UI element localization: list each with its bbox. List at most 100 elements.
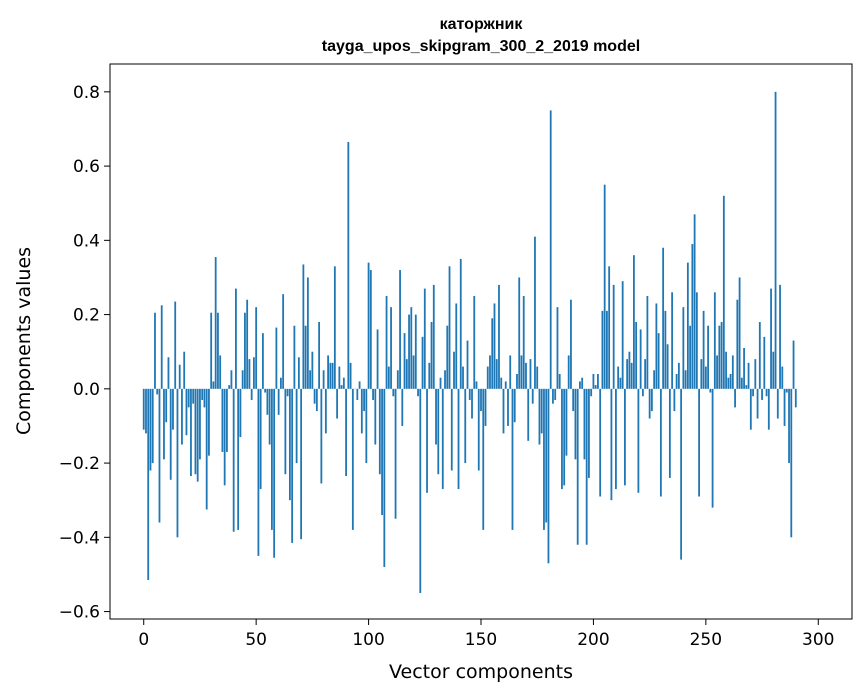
bar bbox=[779, 284, 781, 389]
bar bbox=[228, 385, 231, 389]
bar bbox=[504, 381, 507, 389]
bar bbox=[273, 388, 276, 558]
bar bbox=[268, 388, 271, 445]
bar bbox=[181, 388, 183, 445]
bar bbox=[327, 355, 329, 389]
bar bbox=[282, 294, 285, 389]
bar bbox=[367, 262, 370, 389]
bar bbox=[201, 388, 204, 400]
bar bbox=[736, 299, 739, 389]
x-axis-ticks: 0 50 100 150 200 250 300 bbox=[138, 619, 834, 650]
x-tick-label: 0 bbox=[138, 630, 149, 650]
bar bbox=[693, 214, 696, 389]
bar bbox=[383, 388, 386, 568]
bar bbox=[561, 388, 563, 490]
bar bbox=[792, 340, 795, 389]
bar bbox=[713, 292, 716, 389]
bar bbox=[695, 292, 698, 389]
bar bbox=[158, 388, 161, 523]
bar bbox=[745, 385, 748, 389]
bar bbox=[212, 381, 215, 389]
bar bbox=[322, 370, 325, 389]
bar bbox=[421, 336, 424, 389]
bar bbox=[464, 388, 467, 464]
bar bbox=[700, 359, 703, 389]
bar bbox=[761, 388, 763, 400]
bar bbox=[232, 388, 235, 532]
bar bbox=[329, 362, 332, 389]
bar bbox=[457, 388, 460, 490]
bar bbox=[585, 388, 588, 545]
bar bbox=[378, 388, 381, 475]
bar bbox=[147, 388, 150, 581]
bar bbox=[426, 388, 428, 493]
bar bbox=[444, 370, 446, 389]
bar bbox=[704, 366, 707, 389]
chart-subtitle: tayga_upos_skipgram_300_2_2019 model bbox=[322, 38, 640, 55]
bar bbox=[491, 318, 494, 389]
bar bbox=[756, 388, 759, 419]
bar bbox=[178, 364, 181, 389]
bar bbox=[641, 388, 644, 397]
bar bbox=[459, 258, 462, 389]
bar bbox=[570, 299, 572, 389]
bar bbox=[662, 247, 665, 389]
bar bbox=[291, 388, 294, 543]
bar bbox=[304, 325, 307, 389]
bar bbox=[612, 284, 615, 389]
bar bbox=[221, 388, 224, 452]
bar bbox=[788, 388, 790, 464]
bar bbox=[214, 257, 217, 389]
bar bbox=[752, 388, 754, 397]
bar bbox=[473, 296, 476, 389]
bar bbox=[689, 325, 692, 389]
bar bbox=[401, 388, 404, 426]
y-axis-label: Components values bbox=[13, 247, 35, 435]
bar bbox=[396, 370, 399, 389]
bar bbox=[187, 388, 190, 408]
bar bbox=[196, 388, 199, 482]
bar bbox=[606, 310, 608, 389]
bar bbox=[686, 262, 689, 389]
bar bbox=[774, 91, 777, 389]
bar bbox=[176, 388, 179, 538]
bar bbox=[320, 388, 323, 484]
bar bbox=[619, 377, 622, 389]
bar bbox=[363, 388, 365, 412]
bar bbox=[574, 388, 577, 460]
bar bbox=[309, 370, 312, 389]
bar bbox=[592, 373, 595, 389]
bar bbox=[554, 388, 557, 400]
bar bbox=[230, 370, 233, 389]
bar bbox=[417, 388, 419, 397]
bar bbox=[747, 362, 750, 389]
y-tick-label: 0.4 bbox=[73, 231, 100, 251]
x-tick-label: 100 bbox=[352, 630, 384, 650]
bar bbox=[531, 388, 534, 404]
bar bbox=[248, 359, 251, 389]
bar bbox=[349, 362, 352, 389]
bar bbox=[639, 329, 642, 389]
bar bbox=[174, 301, 177, 389]
bar bbox=[489, 355, 491, 389]
bar bbox=[543, 388, 545, 530]
bar bbox=[509, 355, 512, 389]
bar bbox=[520, 355, 523, 389]
bar bbox=[765, 388, 768, 397]
bar bbox=[277, 388, 280, 415]
bar bbox=[392, 388, 395, 397]
bar bbox=[403, 333, 406, 389]
bar bbox=[767, 388, 770, 430]
bar bbox=[441, 388, 444, 490]
bar bbox=[495, 359, 498, 389]
bar bbox=[300, 388, 303, 540]
bar bbox=[394, 388, 397, 519]
bar bbox=[486, 366, 489, 389]
bar bbox=[313, 388, 316, 404]
bar bbox=[145, 388, 147, 434]
bar bbox=[702, 310, 705, 389]
bar bbox=[185, 388, 188, 436]
bar bbox=[547, 388, 550, 564]
